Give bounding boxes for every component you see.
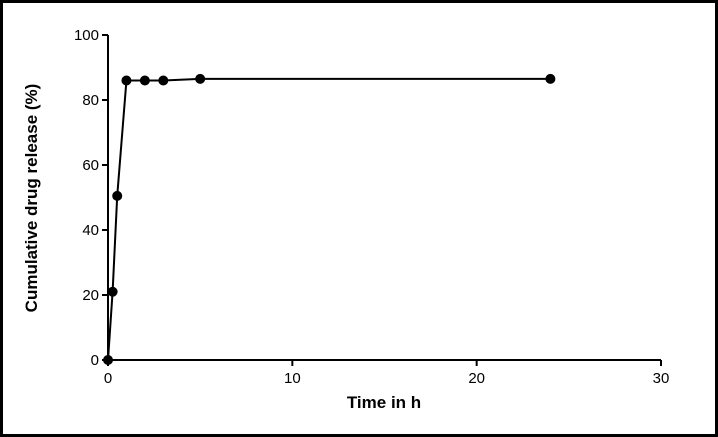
y-tick-label: 60 — [82, 157, 99, 174]
y-tick-label: 100 — [74, 27, 99, 44]
data-point — [545, 73, 556, 84]
y-tick-label: 0 — [91, 352, 99, 369]
data-point — [121, 75, 132, 86]
y-tick-label: 80 — [82, 92, 99, 109]
series-line — [107, 77, 551, 361]
data-point — [112, 190, 123, 201]
x-tick-label: 30 — [653, 370, 670, 387]
x-tick-label: 20 — [468, 370, 485, 387]
y-tick-label: 20 — [82, 287, 99, 304]
x-tick-label: 0 — [104, 370, 112, 387]
y-axis-label: Cumulative drug release (%) — [22, 84, 41, 313]
x-tick-label: 10 — [284, 370, 301, 387]
y-tick-label: 40 — [82, 222, 99, 239]
data-point — [158, 75, 169, 86]
x-axis-label: Time in h — [347, 393, 421, 412]
data-point — [195, 73, 206, 84]
data-point — [139, 75, 150, 86]
data-point — [103, 355, 113, 365]
data-point — [107, 286, 118, 297]
